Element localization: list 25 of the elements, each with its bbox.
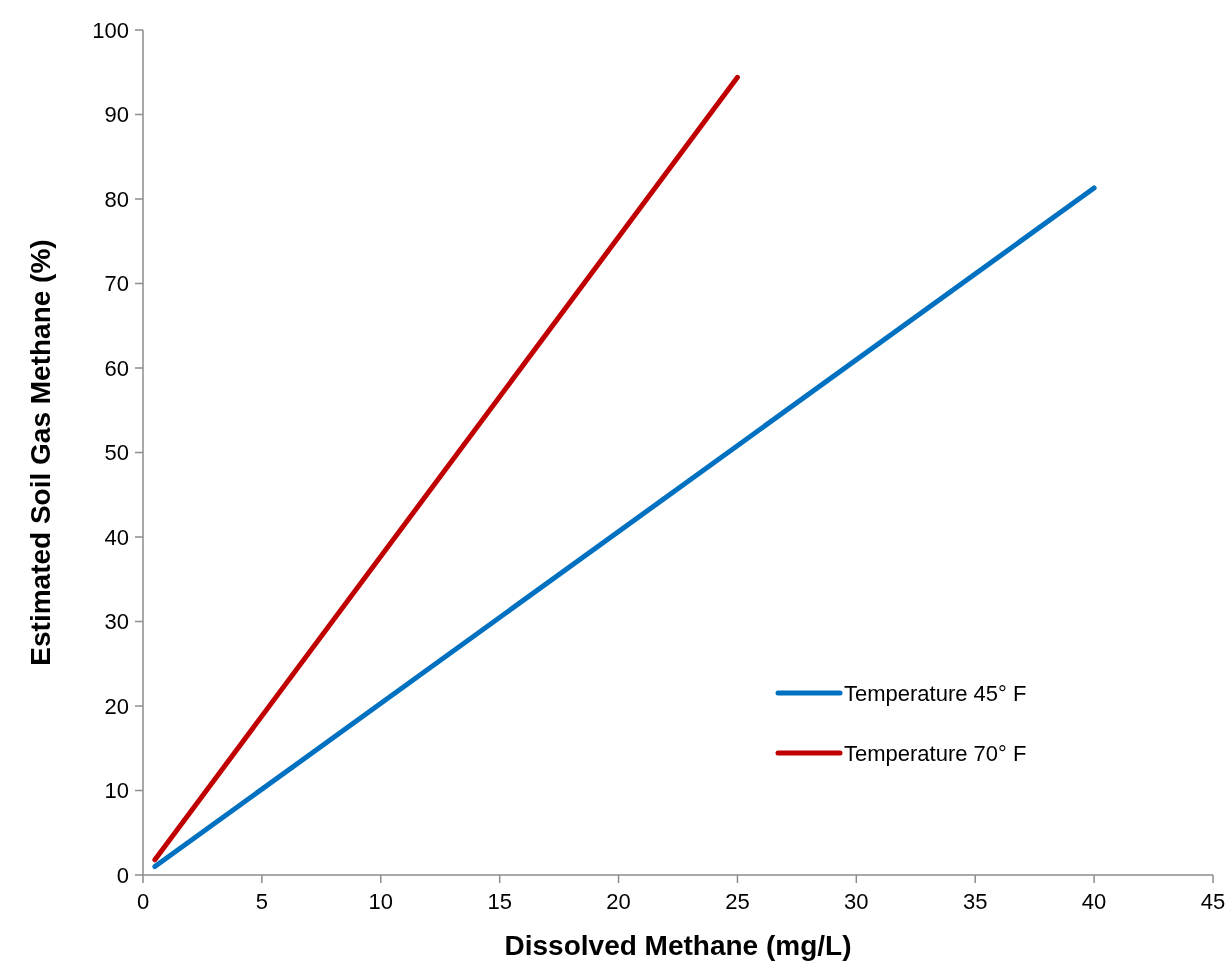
y-tick-label: 50 bbox=[104, 440, 129, 466]
y-tick-label: 70 bbox=[104, 271, 129, 297]
y-tick-label: 60 bbox=[104, 355, 129, 381]
x-tick-label: 10 bbox=[368, 889, 394, 914]
x-tick-label: 40 bbox=[1081, 889, 1107, 914]
x-tick-label: 5 bbox=[255, 889, 269, 914]
x-tick-label: 20 bbox=[606, 889, 631, 914]
y-tick-label: 20 bbox=[104, 693, 129, 719]
y-tick-label: 100 bbox=[92, 17, 129, 43]
x-tick-label: 45 bbox=[1200, 889, 1226, 914]
y-tick-label: 30 bbox=[104, 609, 129, 635]
y-tick-label: 0 bbox=[116, 862, 129, 888]
x-tick-label: 0 bbox=[136, 889, 150, 914]
y-tick-label: 80 bbox=[104, 186, 129, 212]
x-tick-label: 30 bbox=[844, 889, 869, 914]
x-tick-label: 25 bbox=[725, 889, 750, 914]
x-tick-label: 35 bbox=[962, 889, 988, 914]
legend-label: Temperature 70° F bbox=[844, 740, 1027, 766]
y-tick-label: 10 bbox=[104, 778, 129, 804]
y-tick-label: 90 bbox=[104, 102, 129, 128]
y-tick-label: 40 bbox=[104, 524, 129, 550]
legend-label: Temperature 45° F bbox=[844, 680, 1027, 706]
x-axis-title: Dissolved Methane (mg/L) bbox=[504, 930, 852, 961]
y-axis-title: Estimated Soil Gas Methane (%) bbox=[25, 239, 56, 666]
x-tick-label: 15 bbox=[487, 889, 512, 914]
